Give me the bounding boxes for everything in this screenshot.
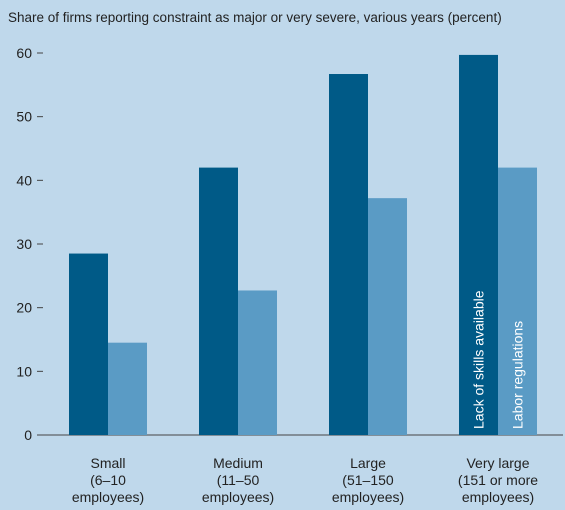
legend-label: Lack of skills available: [471, 290, 487, 429]
bar: [329, 74, 368, 435]
y-tick-label: 10: [16, 363, 32, 379]
bar: [238, 290, 277, 435]
x-tick-label: Medium (11–50 employees): [202, 455, 274, 505]
bar: [498, 167, 537, 435]
y-tick-label: 50: [16, 109, 32, 125]
legend-label: Labor regulations: [510, 321, 526, 429]
bar: [69, 253, 108, 435]
y-tick-label: 40: [16, 172, 32, 188]
bar: [368, 198, 407, 435]
y-tick-label: 60: [16, 45, 32, 61]
y-tick-label: 0: [24, 427, 32, 443]
x-tick-label: Small (6–10 employees): [72, 455, 144, 505]
x-tick-label: Large (51–150 employees): [332, 455, 404, 505]
x-tick-label: Very large (151 or more employees): [458, 455, 538, 505]
bar: [459, 54, 498, 435]
chart-title: Share of firms reporting constraint as m…: [8, 10, 502, 25]
y-tick-label: 20: [16, 300, 32, 316]
y-tick-label: 30: [16, 236, 32, 252]
bar: [108, 342, 147, 435]
bar: [199, 167, 238, 435]
